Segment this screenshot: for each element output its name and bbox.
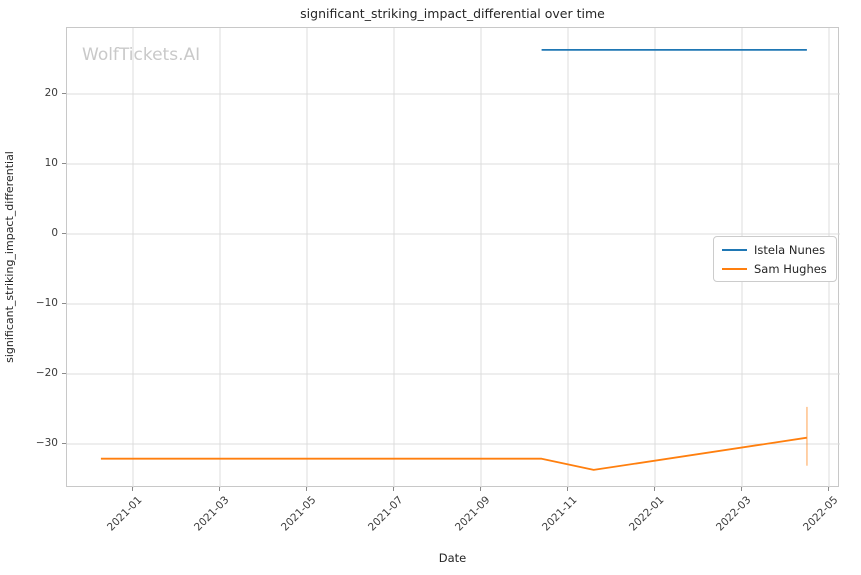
y-axis-label: significant_striking_impact_differential [3,151,16,363]
x-tick-label: 2022-05 [800,494,841,534]
x-axis-label: Date [438,551,467,565]
x-tick-mark [567,487,568,491]
legend: Istela Nunes Sam Hughes [713,236,837,282]
legend-label: Istela Nunes [754,242,826,257]
x-tick-label: 2021-01 [104,494,145,534]
x-tick-label: 2021-03 [191,494,232,534]
x-tick-mark [741,487,742,491]
legend-line-swatch [722,248,747,251]
legend-item: Sam Hughes [722,261,827,276]
y-tick-mark [62,303,66,304]
x-tick-mark [306,487,307,491]
legend-line-swatch [722,267,747,270]
y-tick-mark [62,443,66,444]
x-tick-label: 2021-11 [539,494,580,534]
y-tick-label: 10 [44,157,58,169]
series-line-sam-hughes [100,436,808,471]
y-tick-label: 0 [51,227,58,239]
y-tick-label: −20 [35,367,58,379]
plot-area [66,27,840,488]
y-tick-mark [62,233,66,234]
y-tick-mark [62,93,66,94]
x-tick-mark [393,487,394,491]
chart-canvas [67,28,840,488]
x-tick-mark [219,487,220,491]
chart-title: significant_striking_impact_differential… [300,6,605,21]
y-tick-mark [62,373,66,374]
x-tick-mark [132,487,133,491]
x-tick-mark [480,487,481,491]
x-tick-mark [654,487,655,491]
legend-label: Sam Hughes [754,261,827,276]
watermark: WolfTickets.AI [82,45,201,65]
y-tick-label: −30 [35,437,58,449]
x-tick-label: 2021-09 [452,494,493,534]
y-tick-label: 20 [44,87,58,99]
x-tick-label: 2021-07 [365,494,406,534]
y-tick-label: −10 [35,297,58,309]
y-tick-mark [62,163,66,164]
x-tick-label: 2021-05 [278,494,319,534]
x-tick-label: 2022-01 [626,494,667,534]
legend-item: Istela Nunes [722,242,827,257]
x-tick-mark [828,487,829,491]
x-tick-label: 2022-03 [713,494,754,534]
